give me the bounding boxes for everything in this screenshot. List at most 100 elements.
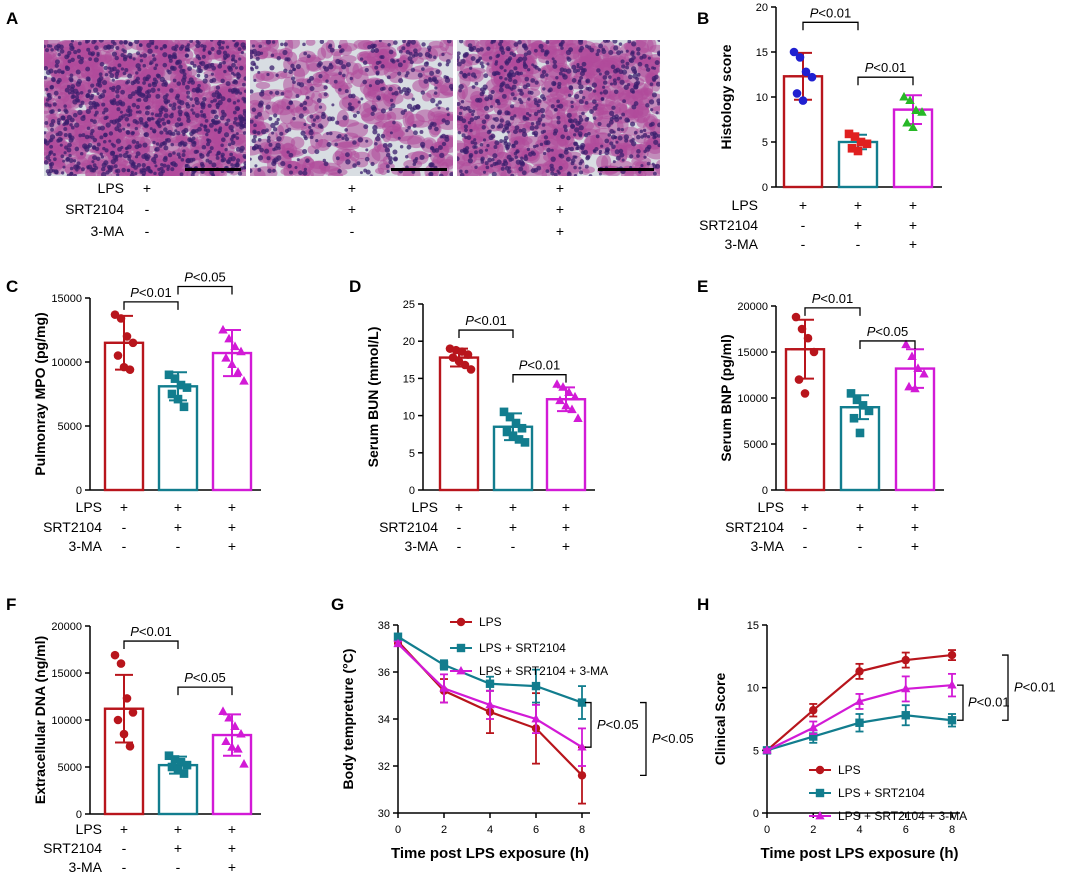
data-point [907, 351, 917, 361]
x-tick-label: 6 [903, 824, 909, 836]
nucleus [102, 89, 107, 94]
nucleus [656, 98, 660, 104]
data-point [531, 681, 541, 691]
nucleus [215, 85, 221, 90]
data-point [846, 389, 856, 398]
y-tick-label: 34 [378, 714, 390, 726]
nucleus [410, 40, 416, 45]
nucleus [589, 109, 594, 114]
nucleus [494, 140, 500, 146]
nucleus [412, 123, 417, 128]
nucleus [184, 48, 188, 52]
nucleus [112, 154, 118, 161]
mark: + [143, 180, 151, 196]
nucleus [45, 155, 51, 161]
nucleus [242, 82, 246, 87]
p-symbol: P [810, 5, 819, 20]
data-point [855, 667, 864, 676]
nucleus [406, 88, 412, 93]
nucleus [333, 79, 338, 84]
nucleus [424, 51, 431, 58]
nucleus [64, 109, 69, 115]
y-tick-label: 20 [403, 336, 415, 348]
nucleus [136, 86, 142, 91]
row-mark: + [120, 821, 128, 837]
nucleus [250, 67, 255, 72]
nucleus [402, 40, 406, 44]
nucleus [491, 171, 497, 176]
nucleus [510, 173, 515, 176]
nucleus [173, 47, 178, 52]
nucleus [216, 49, 222, 55]
nucleus [125, 130, 130, 135]
nucleus [117, 146, 122, 152]
nucleus [130, 170, 134, 175]
legend-label: LPS + SRT2104 + 3-MA [838, 809, 967, 823]
nucleus [264, 148, 270, 154]
data-point [227, 359, 237, 368]
nucleus [602, 75, 608, 80]
nucleus [507, 47, 511, 52]
nucleus [69, 117, 75, 123]
nucleus [93, 57, 99, 63]
nucleus [243, 99, 246, 104]
nucleus [643, 155, 647, 159]
row-mark: - [122, 538, 127, 554]
nucleus [342, 115, 348, 121]
p-value: <0.01 [818, 5, 851, 20]
nucleus [191, 87, 197, 93]
nucleus [566, 135, 571, 141]
nucleus [303, 167, 308, 172]
tissue-blob [267, 131, 278, 141]
data-point [577, 742, 587, 751]
nucleus [498, 42, 502, 47]
nucleus [533, 48, 538, 53]
nucleus [405, 154, 409, 159]
data-point [852, 395, 862, 405]
nucleus [93, 40, 97, 43]
nucleus [444, 77, 451, 83]
nucleus [344, 136, 350, 142]
nucleus [202, 44, 207, 49]
nucleus [282, 49, 288, 56]
nucleus [592, 105, 598, 111]
nucleus [166, 167, 170, 171]
nucleus [445, 62, 450, 67]
nucleus [220, 46, 225, 50]
nucleus [267, 135, 271, 140]
data-point [794, 375, 804, 384]
nucleus [233, 59, 238, 64]
nucleus [497, 109, 503, 115]
nucleus [533, 111, 539, 117]
nucleus [242, 166, 246, 170]
nucleus [633, 101, 639, 106]
nucleus [554, 107, 558, 112]
micrograph-lps-srt2104 [250, 40, 453, 176]
nucleus [578, 117, 584, 123]
nucleus [118, 153, 123, 158]
y-tick-label: 0 [753, 808, 759, 820]
nucleus [63, 127, 68, 131]
nucleus [592, 99, 597, 105]
nucleus [70, 125, 75, 130]
nucleus [487, 157, 492, 163]
nucleus [578, 99, 584, 105]
nucleus [513, 140, 519, 145]
nucleus [388, 156, 393, 161]
data-point [485, 699, 495, 709]
nucleus [203, 124, 208, 130]
nucleus [57, 95, 61, 99]
nucleus [513, 129, 518, 135]
tissue-blob [339, 132, 359, 139]
nucleus [657, 122, 660, 128]
nucleus [412, 158, 418, 164]
nucleus [464, 128, 468, 133]
nucleus [154, 63, 159, 67]
nucleus [240, 42, 246, 48]
nucleus [376, 133, 381, 137]
nucleus [458, 88, 462, 93]
nucleus [341, 64, 347, 70]
data-point [791, 312, 801, 322]
nucleus [233, 79, 238, 84]
nucleus [213, 128, 218, 132]
